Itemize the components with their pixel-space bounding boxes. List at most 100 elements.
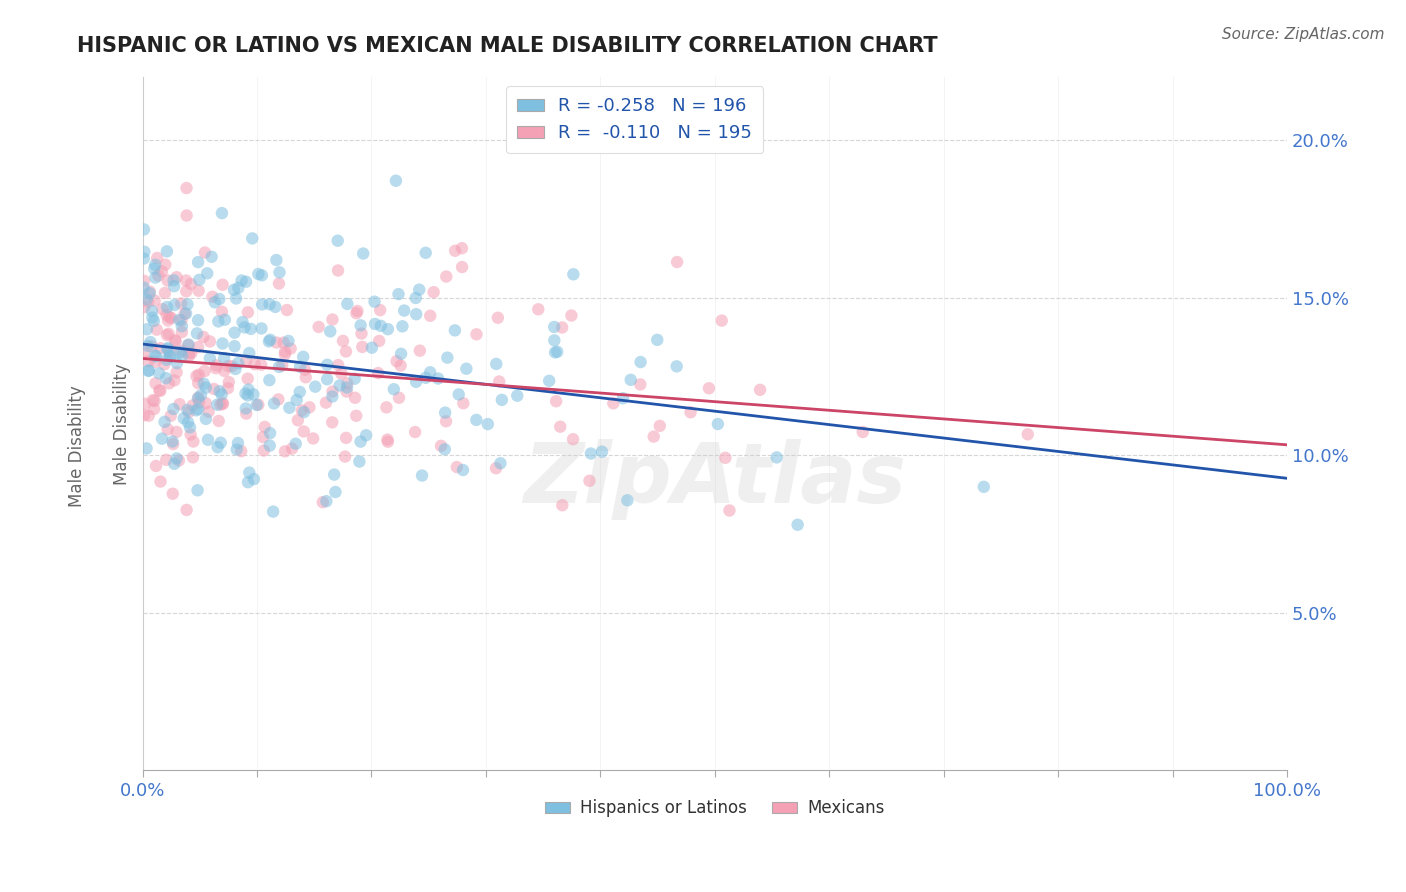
Point bbox=[162, 402, 184, 417]
Point bbox=[451, 241, 474, 255]
Point bbox=[485, 357, 508, 371]
Point bbox=[292, 350, 315, 364]
Point bbox=[186, 403, 208, 417]
Point bbox=[143, 402, 166, 417]
Point bbox=[187, 313, 209, 327]
Point bbox=[259, 439, 281, 453]
Point bbox=[132, 345, 155, 359]
Point bbox=[162, 434, 184, 449]
Point bbox=[145, 349, 167, 363]
Point bbox=[139, 285, 162, 299]
Point bbox=[159, 310, 181, 325]
Point bbox=[491, 392, 513, 407]
Point bbox=[138, 286, 160, 301]
Point bbox=[211, 336, 233, 351]
Point bbox=[291, 403, 314, 417]
Point bbox=[363, 294, 385, 309]
Point bbox=[620, 373, 643, 387]
Point bbox=[217, 381, 239, 395]
Point bbox=[697, 381, 720, 395]
Point bbox=[321, 416, 343, 430]
Point bbox=[166, 365, 188, 379]
Point bbox=[187, 483, 209, 498]
Point bbox=[330, 367, 353, 381]
Point bbox=[973, 480, 995, 494]
Point bbox=[332, 334, 354, 348]
Point bbox=[132, 280, 155, 294]
Point bbox=[333, 450, 356, 464]
Text: HISPANIC OR LATINO VS MEXICAN MALE DISABILITY CORRELATION CHART: HISPANIC OR LATINO VS MEXICAN MALE DISAB… bbox=[77, 36, 938, 55]
Point bbox=[336, 384, 359, 399]
Point bbox=[202, 382, 225, 396]
Point bbox=[506, 389, 529, 403]
Point bbox=[281, 442, 304, 456]
Point bbox=[377, 322, 399, 336]
Point bbox=[136, 339, 159, 353]
Point bbox=[231, 444, 253, 458]
Point bbox=[195, 266, 218, 280]
Point bbox=[434, 269, 457, 284]
Point bbox=[578, 474, 600, 488]
Point bbox=[180, 427, 202, 442]
Point bbox=[187, 368, 209, 382]
Point bbox=[488, 375, 510, 389]
Point bbox=[444, 244, 467, 258]
Point bbox=[392, 303, 415, 318]
Point bbox=[177, 405, 200, 419]
Point bbox=[630, 355, 652, 369]
Point bbox=[209, 398, 232, 412]
Point bbox=[404, 425, 426, 439]
Point bbox=[718, 503, 741, 517]
Point bbox=[280, 342, 302, 356]
Point bbox=[211, 396, 233, 410]
Point bbox=[162, 437, 184, 451]
Point bbox=[765, 450, 787, 465]
Point bbox=[253, 420, 276, 434]
Point bbox=[238, 383, 260, 397]
Point bbox=[326, 234, 349, 248]
Point bbox=[446, 460, 468, 475]
Point bbox=[266, 335, 288, 350]
Point bbox=[221, 359, 243, 374]
Point bbox=[302, 432, 325, 446]
Point bbox=[325, 485, 347, 500]
Point bbox=[166, 425, 188, 439]
Point bbox=[346, 304, 368, 318]
Point bbox=[179, 346, 201, 360]
Point bbox=[146, 323, 169, 337]
Point bbox=[207, 440, 229, 454]
Point bbox=[170, 313, 193, 327]
Point bbox=[315, 494, 337, 508]
Point bbox=[714, 450, 737, 465]
Point bbox=[665, 359, 688, 374]
Point bbox=[167, 453, 190, 467]
Point bbox=[170, 296, 193, 310]
Point bbox=[422, 285, 444, 300]
Point bbox=[156, 300, 179, 314]
Point bbox=[169, 345, 191, 359]
Point bbox=[238, 346, 260, 360]
Point bbox=[235, 275, 257, 289]
Point bbox=[298, 401, 321, 415]
Point bbox=[239, 322, 262, 336]
Point bbox=[405, 291, 427, 305]
Point bbox=[316, 358, 339, 372]
Point bbox=[186, 326, 208, 341]
Point bbox=[253, 443, 276, 458]
Text: ZipAtlas: ZipAtlas bbox=[523, 439, 907, 520]
Point bbox=[259, 333, 281, 347]
Point bbox=[177, 338, 200, 352]
Point bbox=[335, 344, 357, 359]
Point bbox=[143, 261, 166, 276]
Point bbox=[132, 252, 155, 266]
Point bbox=[263, 396, 285, 410]
Point bbox=[546, 394, 568, 409]
Point bbox=[180, 277, 202, 291]
Point bbox=[176, 297, 198, 311]
Point bbox=[277, 334, 299, 348]
Point bbox=[176, 209, 198, 223]
Point bbox=[162, 486, 184, 500]
Point bbox=[212, 397, 235, 411]
Point bbox=[159, 350, 181, 364]
Point bbox=[321, 390, 343, 404]
